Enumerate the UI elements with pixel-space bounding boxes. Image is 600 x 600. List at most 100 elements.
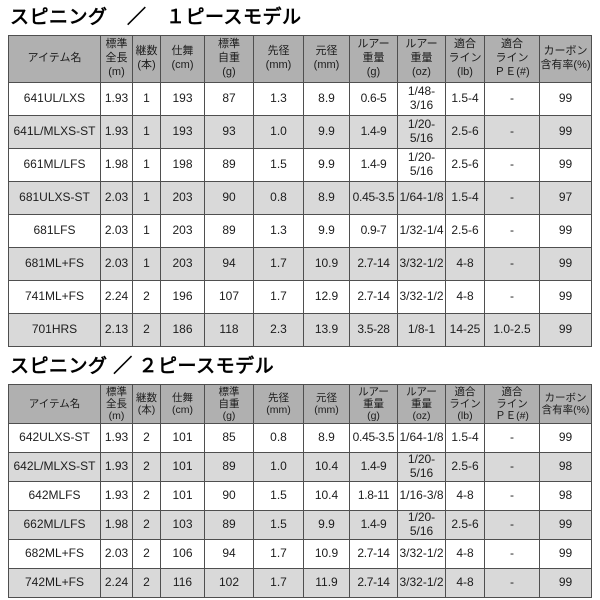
cell-line_pe: - — [484, 213, 540, 248]
cell-line_lb: 2.5-6 — [445, 114, 485, 149]
cell-closed_cm: 203 — [160, 180, 205, 215]
column-header-tip_dia_mm: 先径 (mm) — [253, 383, 304, 424]
item-name-cell: 641L/MLXS-ST — [8, 114, 101, 149]
item-name-cell: 661ML/LFS — [8, 147, 101, 182]
column-header-item_name: アイテム名 — [8, 34, 101, 83]
cell-lure_wt_g: 0.45-3.5 — [349, 180, 398, 215]
cell-lure_wt_oz: 3/32-1/2 — [397, 567, 446, 598]
cell-sections: 2 — [132, 279, 161, 314]
header-row: アイテム名 標準 全長 (m) 継数 (本) 仕舞 (cm) 標準 自重 (g) 先径 (… — [8, 383, 592, 424]
cell-sections: 2 — [132, 567, 161, 598]
cell-weight_g: 89 — [204, 213, 254, 248]
table-row: 741ML+FS 2.24 2 196 107 1.7 12.9 2.7-14 3/32-1/2… — [8, 279, 592, 314]
cell-lure_wt_g: 2.7-14 — [349, 538, 398, 569]
cell-butt_dia_mm: 10.4 — [303, 480, 350, 511]
cell-line_pe: - — [484, 147, 540, 182]
cell-carbon_pct: 99 — [539, 114, 592, 149]
item-name-cell: 741ML+FS — [8, 279, 101, 314]
cell-line_lb: 2.5-6 — [445, 213, 485, 248]
cell-carbon_pct: 99 — [539, 147, 592, 182]
cell-butt_dia_mm: 8.9 — [303, 180, 350, 215]
column-header-line_lb: 適合 ライン (lb) — [445, 383, 485, 424]
cell-sections: 1 — [132, 81, 161, 116]
table-row: 742ML+FS 2.24 2 116 102 1.7 11.9 2.7-14 3/32-1/2… — [8, 567, 592, 598]
cell-sections: 1 — [132, 114, 161, 149]
spec-table-1piece: アイテム名 標準 全長 (m) 継数 (本) 仕舞 (cm) 標準 自重 (g) 先径 (… — [8, 34, 592, 347]
cell-butt_dia_mm: 10.9 — [303, 246, 350, 281]
item-name-cell: 681ML+FS — [8, 246, 101, 281]
table-row: 642MLFS 1.93 2 101 90 1.5 10.4 1.8-11 1/16-3/8 4-… — [8, 480, 592, 511]
cell-closed_cm: 101 — [160, 422, 205, 453]
cell-lure_wt_g: 1.4-9 — [349, 114, 398, 149]
cell-closed_cm: 116 — [160, 567, 205, 598]
cell-carbon_pct: 98 — [539, 451, 592, 482]
cell-butt_dia_mm: 9.9 — [303, 114, 350, 149]
cell-tip_dia_mm: 1.5 — [253, 509, 304, 540]
cell-sections: 2 — [132, 312, 161, 347]
cell-carbon_pct: 98 — [539, 480, 592, 511]
cell-line_pe: - — [484, 451, 540, 482]
column-header-closed_cm: 仕舞 (cm) — [160, 34, 205, 83]
column-header-lure_wt_oz: ルアー 重量 (oz) — [397, 34, 446, 83]
cell-sections: 1 — [132, 180, 161, 215]
cell-carbon_pct: 99 — [539, 246, 592, 281]
cell-tip_dia_mm: 1.7 — [253, 538, 304, 569]
cell-closed_cm: 198 — [160, 147, 205, 182]
item-name-cell: 662ML/LFS — [8, 509, 101, 540]
cell-line_pe: - — [484, 567, 540, 598]
cell-closed_cm: 103 — [160, 509, 205, 540]
cell-tip_dia_mm: 1.5 — [253, 480, 304, 511]
item-name-cell: 701HRS — [8, 312, 101, 347]
cell-lure_wt_oz: 1/20-5/16 — [397, 147, 446, 182]
cell-butt_dia_mm: 9.9 — [303, 509, 350, 540]
item-name-cell: 641UL/LXS — [8, 81, 101, 116]
table-row: 641UL/LXS 1.93 1 193 87 1.3 8.9 0.6-5 1/48-3/16 1… — [8, 81, 592, 116]
cell-butt_dia_mm: 12.9 — [303, 279, 350, 314]
cell-butt_dia_mm: 8.9 — [303, 81, 350, 116]
cell-carbon_pct: 99 — [539, 312, 592, 347]
table-row: 642L/MLXS-ST 1.93 2 101 89 1.0 10.4 1.4-9 1/20-5… — [8, 451, 592, 482]
cell-weight_g: 118 — [204, 312, 254, 347]
cell-lure_wt_g: 1.4-9 — [349, 451, 398, 482]
cell-sections: 2 — [132, 480, 161, 511]
column-header-lure_wt_g: ルアー 重量 (g) — [349, 383, 398, 424]
cell-length_m: 2.03 — [100, 213, 133, 248]
cell-sections: 2 — [132, 509, 161, 540]
cell-line_pe: - — [484, 422, 540, 453]
cell-line_lb: 1.5-4 — [445, 422, 485, 453]
column-header-closed_cm: 仕舞 (cm) — [160, 383, 205, 424]
cell-lure_wt_oz: 1/64-1/8 — [397, 422, 446, 453]
cell-butt_dia_mm: 13.9 — [303, 312, 350, 347]
cell-length_m: 1.98 — [100, 509, 133, 540]
cell-line_lb: 14-25 — [445, 312, 485, 347]
table-row: 681ML+FS 2.03 1 203 94 1.7 10.9 2.7-14 3/32-1/2 4… — [8, 246, 592, 281]
cell-line_pe: - — [484, 180, 540, 215]
cell-weight_g: 94 — [204, 246, 254, 281]
cell-lure_wt_oz: 1/16-3/8 — [397, 480, 446, 511]
cell-butt_dia_mm: 11.9 — [303, 567, 350, 598]
column-header-sections: 継数 (本) — [132, 34, 161, 83]
cell-line_lb: 1.5-4 — [445, 180, 485, 215]
cell-sections: 1 — [132, 246, 161, 281]
cell-line_lb: 4-8 — [445, 567, 485, 598]
cell-length_m: 2.24 — [100, 279, 133, 314]
cell-lure_wt_oz: 1/32-1/4 — [397, 213, 446, 248]
cell-length_m: 1.93 — [100, 114, 133, 149]
column-header-lure_wt_g: ルアー 重量 (g) — [349, 34, 398, 83]
cell-lure_wt_g: 2.7-14 — [349, 246, 398, 281]
column-header-carbon_pct: カーボン 含有率(%) — [539, 34, 592, 83]
cell-weight_g: 89 — [204, 509, 254, 540]
column-header-carbon_pct: カーボン 含有率(%) — [539, 383, 592, 424]
cell-lure_wt_g: 0.9-7 — [349, 213, 398, 248]
cell-weight_g: 102 — [204, 567, 254, 598]
cell-line_lb: 2.5-6 — [445, 509, 485, 540]
cell-length_m: 1.93 — [100, 480, 133, 511]
cell-tip_dia_mm: 1.7 — [253, 279, 304, 314]
cell-carbon_pct: 99 — [539, 422, 592, 453]
cell-tip_dia_mm: 1.7 — [253, 567, 304, 598]
cell-tip_dia_mm: 0.8 — [253, 180, 304, 215]
item-name-cell: 642L/MLXS-ST — [8, 451, 101, 482]
item-name-cell: 681ULXS-ST — [8, 180, 101, 215]
cell-closed_cm: 186 — [160, 312, 205, 347]
